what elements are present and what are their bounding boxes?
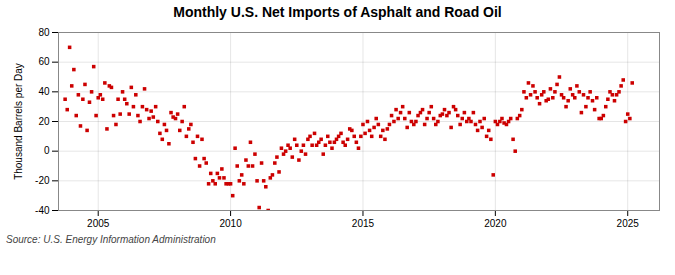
svg-text:2025: 2025 (617, 218, 640, 229)
svg-text:2005: 2005 (87, 218, 110, 229)
svg-text:80: 80 (38, 27, 50, 38)
svg-text:2015: 2015 (352, 218, 375, 229)
svg-text:60: 60 (38, 56, 50, 67)
svg-text:2010: 2010 (219, 218, 242, 229)
svg-text:2020: 2020 (484, 218, 507, 229)
svg-text:0: 0 (44, 145, 50, 156)
svg-text:Thousand Barrels per Day: Thousand Barrels per Day (13, 63, 24, 180)
svg-text:40: 40 (38, 86, 50, 97)
svg-text:-20: -20 (35, 175, 50, 186)
html-text:Source: U.S. Energy Informatio: Source: U.S. Energy Information Administ… (6, 234, 216, 245)
svg-text:-40: -40 (35, 205, 50, 216)
html-text:Monthly U.S. Net Imports of As: Monthly U.S. Net Imports of Asphalt and … (173, 4, 502, 20)
svg-text:20: 20 (38, 116, 50, 127)
